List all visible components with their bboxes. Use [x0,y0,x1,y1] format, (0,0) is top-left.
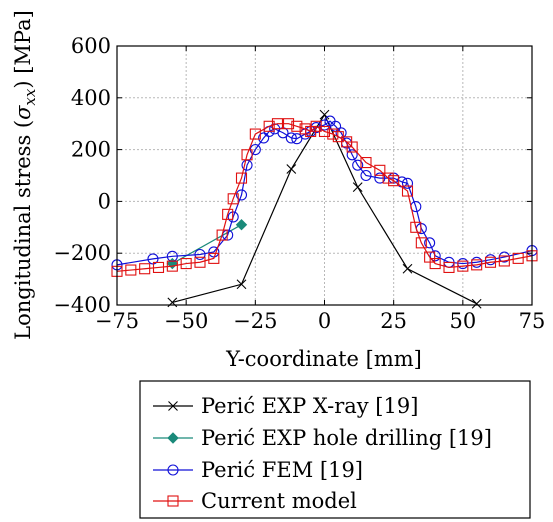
data-point [457,260,469,272]
data-point [235,189,248,201]
data-point [318,125,331,138]
data-point [346,141,358,153]
legend-swatch-marker [167,495,179,507]
data-point [194,256,206,268]
y-tick-label: −200 [53,241,111,265]
data-point [360,157,372,169]
data-point [443,261,455,273]
y-tick-labels: −400 −200 0 200 400 600 [53,34,111,317]
legend-label: Current model [201,489,357,513]
data-point [352,182,363,193]
data-point [319,109,330,120]
data-point [285,132,297,144]
x-axis-label: Y-coordinate [mm] [225,347,422,371]
y-axis-label-main: Longitudinal stress ( [11,120,35,340]
legend-label: Perić EXP X-ray [19] [201,394,418,418]
legend-swatch-marker [167,464,179,476]
data-point [402,263,413,274]
grid [117,46,532,305]
data-point [180,258,192,270]
x-tick-labels: −75 −50 −25 0 25 50 75 [95,309,546,333]
x-tick-label: 50 [449,309,476,333]
legend-entries: Perić EXP X-ray [19] Perić EXP hole drill… [153,394,492,513]
legend-label: Perić EXP hole drilling [19] [201,426,492,450]
data-point [471,259,483,271]
data-point [271,118,284,130]
x-tick-label: −25 [233,309,277,333]
data-point [512,252,524,264]
legend-entry: Perić EXP X-ray [19] [153,394,418,418]
data-point [352,159,364,171]
data-point [286,164,297,174]
legend-label: Perić FEM [19] [201,458,363,482]
legend-entry: Perić EXP hole drilling [19] [153,426,492,450]
data-point [318,119,331,131]
data-point [401,185,414,197]
legend-swatch-marker [168,401,178,411]
data-point [424,237,436,249]
data-point [498,255,510,267]
data-point [360,169,372,182]
y-axis-label: Longitudinal stress (σxx) [MPa] [11,10,39,340]
legend-box [139,380,531,519]
data-point [194,248,206,261]
data-point [258,132,270,144]
data-point [346,149,358,161]
data-point [484,256,497,268]
data-point [236,279,247,290]
data-point [222,208,234,220]
series-diamond [166,219,248,270]
data-point [263,120,275,132]
y-axis-label-tail: ) [MPa] [11,10,35,88]
data-point [227,193,239,205]
data-point [401,177,414,189]
y-tick-label: 200 [71,138,111,162]
ticks [116,45,533,306]
data-point [410,221,422,233]
data-point [415,237,427,249]
y-tick-label: 400 [71,86,111,110]
data-point [139,263,151,275]
y-tick-label: 0 [98,189,111,213]
x-tick-label: −50 [164,309,208,333]
data-point [388,175,400,187]
y-axis-label-subscript: xx [21,88,39,105]
y-tick-label: 600 [71,34,111,58]
legend: Perić EXP X-ray [19] Perić EXP hole drill… [139,380,531,519]
series-x [167,109,482,309]
data-point [249,128,261,140]
data-point [471,298,482,309]
data-point [216,229,228,241]
legend-entry: Current model [153,489,357,513]
data-point [235,219,248,231]
data-point [208,252,220,264]
x-tick-label: 0 [318,309,331,333]
series-line [172,224,242,265]
data-point [374,172,386,184]
data-point [291,133,303,145]
data-point [429,258,441,270]
y-tick-label: −400 [53,293,111,317]
data-point [282,118,295,130]
legend-swatch-marker [167,432,179,444]
x-tick-label: 75 [519,309,546,333]
data-point [152,261,165,273]
x-tick-label: 25 [380,309,407,333]
data-point [235,172,248,184]
y-axis-label-symbol: σ [11,105,35,120]
x-tick-label: −75 [95,309,139,333]
data-point [241,149,253,161]
legend-entry: Perić FEM [19] [153,458,363,482]
data-point [374,164,386,176]
data-point [166,260,178,272]
series-line [116,123,533,272]
data-point [125,264,137,276]
data-point [291,120,303,132]
